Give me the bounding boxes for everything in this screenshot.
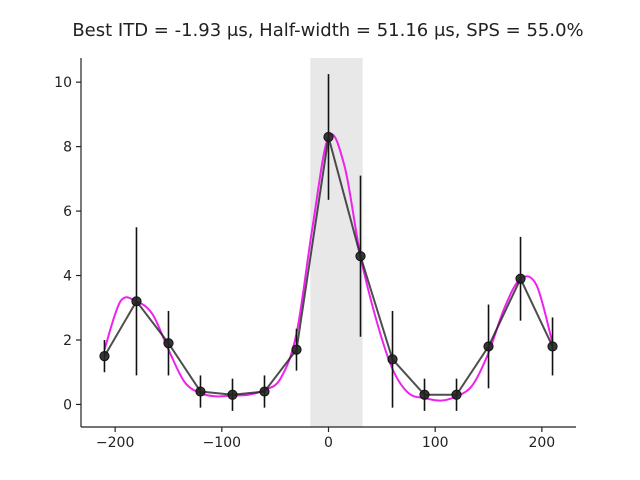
data-point: [419, 389, 430, 400]
data-point: [323, 131, 334, 143]
data-point: [451, 389, 462, 400]
y-tick-label: 2: [63, 333, 72, 349]
data-point: [387, 354, 398, 365]
x-tick-label: 100: [422, 435, 449, 451]
highlight-band: [310, 58, 363, 427]
y-tick-label: 0: [63, 397, 72, 413]
data-point: [195, 386, 206, 397]
data-point: [227, 389, 238, 400]
data-point: [99, 351, 110, 362]
y-tick-label: 10: [54, 75, 72, 91]
x-tick-label: 0: [324, 435, 333, 451]
data-point: [131, 296, 142, 307]
x-tick-label: −200: [96, 435, 134, 451]
data-point: [355, 251, 366, 262]
x-tick-label: 200: [528, 435, 555, 451]
data-point: [515, 273, 526, 284]
data-point: [163, 338, 174, 349]
y-tick-label: 8: [63, 140, 72, 156]
x-tick-label: −100: [203, 435, 241, 451]
data-point: [291, 344, 302, 355]
y-tick-label: 4: [63, 269, 72, 285]
y-tick-label: 6: [63, 204, 72, 220]
chart-title: Best ITD = -1.93 μs, Half-width = 51.16 …: [72, 20, 583, 41]
data-point: [547, 341, 558, 352]
data-point: [259, 386, 270, 397]
data-point: [483, 341, 494, 352]
